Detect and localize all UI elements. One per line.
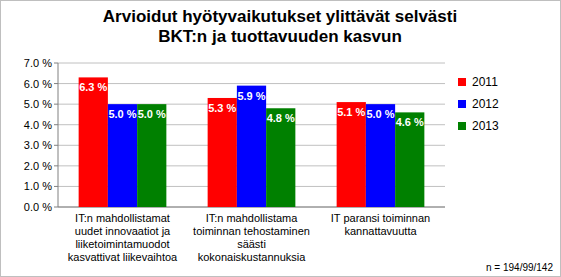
- legend-label: 2011: [472, 75, 498, 89]
- tick-label: 5.0 %: [24, 98, 52, 110]
- text-line: Arvioidut hyötyvaikutukset ylittävät sel…: [103, 7, 457, 26]
- bar: [266, 108, 295, 207]
- bar: [108, 104, 137, 207]
- bar: [237, 86, 266, 207]
- title: Arvioidut hyötyvaikutukset ylittävät sel…: [103, 7, 457, 46]
- legend-label: 2012: [472, 97, 499, 111]
- text-line: uudet innovaatiot ja: [75, 225, 171, 237]
- text-line: IT:n mahdollistama: [206, 212, 299, 224]
- text-line: IT paransi toiminnan: [331, 212, 430, 224]
- data-label: 4.8 %: [267, 112, 295, 124]
- tick-mark: [54, 145, 58, 146]
- tick-label: 7.0 %: [24, 57, 52, 69]
- text-line: kasvattivat liikevaihtoa: [68, 251, 178, 263]
- data-label: 5.1 %: [337, 106, 365, 118]
- legend-swatch: [458, 100, 466, 108]
- annotation: n = 194/99/142: [486, 262, 553, 273]
- tick-mark: [54, 186, 58, 187]
- legend-label: 2013: [472, 119, 499, 133]
- tick-mark: [54, 207, 58, 208]
- data-label: 5.0 %: [108, 108, 136, 120]
- tick-label: 6.0 %: [24, 78, 52, 90]
- y-axis-line: [58, 63, 59, 207]
- text-line: toiminnan tehostaminen: [193, 225, 310, 237]
- tick-mark: [54, 63, 58, 64]
- data-label: 5.0 %: [366, 108, 394, 120]
- grid-line: [58, 63, 445, 64]
- x-axis: IT:n mahdollistamatuudet innovaatiot jal…: [68, 212, 430, 263]
- text-line: liiketoimintamuodot: [75, 238, 169, 250]
- tick-label: 0.0 %: [24, 201, 52, 213]
- data-label: 5.0 %: [138, 108, 166, 120]
- tick-label: 2.0 %: [24, 160, 52, 172]
- tick-mark: [54, 83, 58, 84]
- text-line: BKT:n ja tuottavuuden kasvun: [158, 27, 402, 46]
- category-label: IT paransi toiminnankannattavuutta: [331, 212, 430, 237]
- y-axis: 0.0 % 1.0 % 2.0 % 3.0 % 4.0 % 5.0 % 6.0 % 7.0 %: [24, 57, 445, 213]
- data-label: 6.3 %: [79, 81, 107, 93]
- bars: [79, 77, 425, 207]
- chart: Arvioidut hyötyvaikutukset ylittävät sel…: [0, 0, 561, 277]
- legend: 2011 2012 2013: [458, 75, 499, 133]
- tick-mark: [54, 124, 58, 125]
- bar: [137, 104, 166, 207]
- text-line: kannattavuutta: [344, 225, 417, 237]
- text-line: kokonaiskustannuksia: [198, 251, 307, 263]
- bar: [366, 104, 395, 207]
- legend-swatch: [458, 122, 466, 130]
- category-label: IT:n mahdollistamatoiminnan tehostaminen…: [193, 212, 310, 263]
- tick-label: 4.0 %: [24, 119, 52, 131]
- tick-mark: [54, 104, 58, 105]
- data-labels: 6.3 %5.3 %5.1 %5.0 %5.9 %5.0 %5.0 %4.8 %…: [79, 81, 424, 128]
- tick-mark: [54, 165, 58, 166]
- tick-label: 3.0 %: [24, 139, 52, 151]
- data-label: 5.3 %: [208, 102, 236, 114]
- text-line: IT:n mahdollistamat: [75, 212, 170, 224]
- data-label: 4.6 %: [396, 116, 424, 128]
- data-label: 5.9 %: [237, 90, 265, 102]
- bar: [208, 98, 237, 207]
- grid-line: [58, 83, 445, 84]
- text-line: säästi: [237, 238, 266, 250]
- bar: [79, 77, 108, 207]
- category-label: IT:n mahdollistamatuudet innovaatiot jal…: [68, 212, 178, 263]
- tick-label: 1.0 %: [24, 180, 52, 192]
- bar: [395, 112, 424, 207]
- legend-swatch: [458, 78, 466, 86]
- bar: [337, 102, 366, 207]
- chart-frame: [1, 1, 561, 277]
